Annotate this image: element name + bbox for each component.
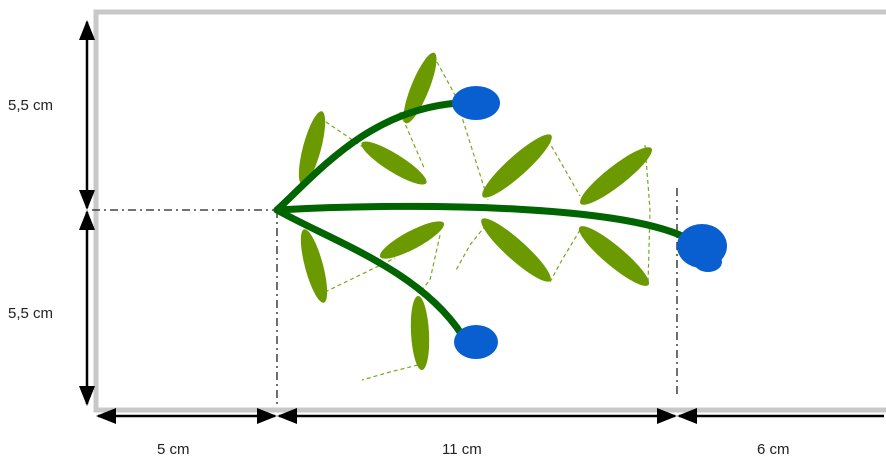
- guide-upper-left: [319, 117, 421, 181]
- guide-upper-right: [644, 144, 651, 286]
- flower-upper: [452, 86, 500, 120]
- dimension-lines: [79, 19, 884, 424]
- flowers: [452, 86, 727, 359]
- stem-upper: [273, 99, 462, 214]
- leaf: [361, 141, 427, 185]
- guide-lower-center: [454, 219, 491, 273]
- leaf: [410, 296, 430, 370]
- stem-center: [273, 202, 699, 247]
- leaf: [379, 221, 445, 259]
- leaf: [298, 111, 326, 185]
- leaf: [578, 226, 650, 286]
- guide-upper-mid: [547, 139, 581, 197]
- flower-lower: [454, 325, 498, 359]
- leaf: [300, 229, 328, 303]
- leaf: [482, 134, 552, 198]
- stems: [273, 99, 699, 339]
- dim-label-bottom-left: 5 cm: [157, 441, 190, 458]
- guide-lower-right: [549, 229, 581, 283]
- stem-lower: [273, 206, 466, 339]
- dim-label-bottom-right: 6 cm: [757, 441, 790, 458]
- reference-lines: [92, 188, 678, 408]
- leaf: [481, 218, 551, 282]
- flower-center-lobe: [694, 252, 722, 272]
- leaves: [298, 52, 652, 370]
- dim-label-bottom-middle: 11 cm: [442, 441, 482, 458]
- dim-label-left-bottom: 5,5 cm: [8, 305, 53, 322]
- dim-label-left-top: 5,5 cm: [8, 97, 53, 114]
- guide-top-mid: [399, 111, 426, 171]
- leaf: [403, 52, 437, 124]
- leaf: [580, 147, 652, 205]
- guide-bottom: [361, 364, 419, 381]
- guide-lower-mid: [419, 234, 441, 293]
